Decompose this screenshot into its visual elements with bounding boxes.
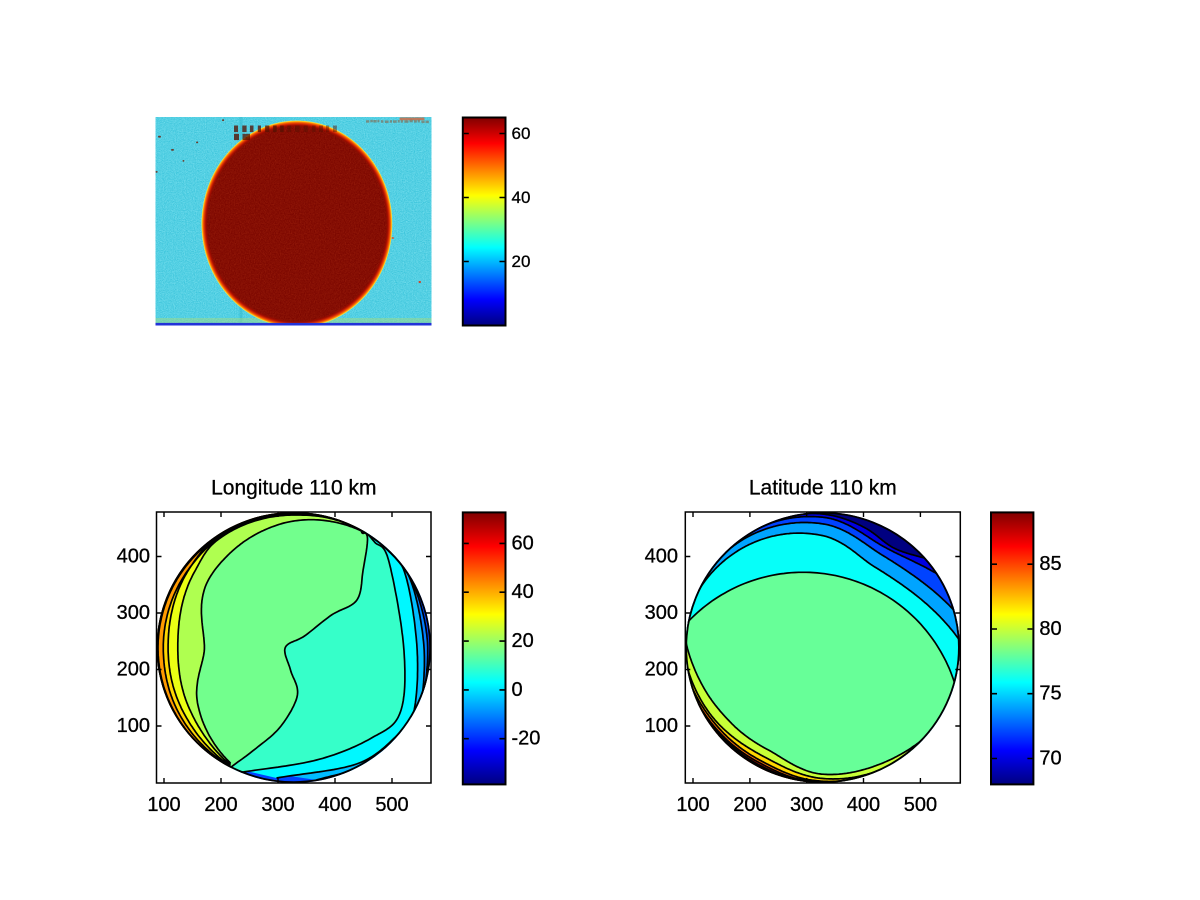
svg-text:85: 85 xyxy=(1039,553,1061,575)
svg-text:70: 70 xyxy=(1039,748,1061,770)
svg-text:40: 40 xyxy=(512,581,534,603)
svg-text:40: 40 xyxy=(512,188,531,207)
svg-text:300: 300 xyxy=(117,602,150,624)
svg-text:Latitude 110 km: Latitude 110 km xyxy=(749,477,897,500)
svg-text:300: 300 xyxy=(261,794,294,816)
svg-text:400: 400 xyxy=(318,794,351,816)
svg-text:60: 60 xyxy=(512,124,531,143)
svg-text:20: 20 xyxy=(512,630,534,652)
svg-text:75: 75 xyxy=(1039,683,1061,705)
svg-text:100: 100 xyxy=(117,715,150,737)
svg-text:200: 200 xyxy=(204,794,237,816)
svg-text:300: 300 xyxy=(645,602,678,624)
svg-text:200: 200 xyxy=(645,659,678,681)
svg-text:20: 20 xyxy=(512,252,531,271)
svg-text:400: 400 xyxy=(847,794,880,816)
svg-text:100: 100 xyxy=(676,794,709,816)
svg-text:80: 80 xyxy=(1039,618,1061,640)
svg-text:200: 200 xyxy=(733,794,766,816)
svg-text:0: 0 xyxy=(512,679,523,701)
svg-text:500: 500 xyxy=(904,794,937,816)
svg-text:100: 100 xyxy=(147,794,180,816)
svg-text:300: 300 xyxy=(790,794,823,816)
svg-text:400: 400 xyxy=(117,546,150,568)
svg-text:500: 500 xyxy=(375,794,408,816)
svg-text:-20: -20 xyxy=(512,728,541,750)
svg-text:200: 200 xyxy=(117,659,150,681)
svg-text:100: 100 xyxy=(645,715,678,737)
svg-text:Longitude 110 km: Longitude 110 km xyxy=(211,477,376,500)
svg-text:60: 60 xyxy=(512,532,534,554)
svg-text:400: 400 xyxy=(645,546,678,568)
